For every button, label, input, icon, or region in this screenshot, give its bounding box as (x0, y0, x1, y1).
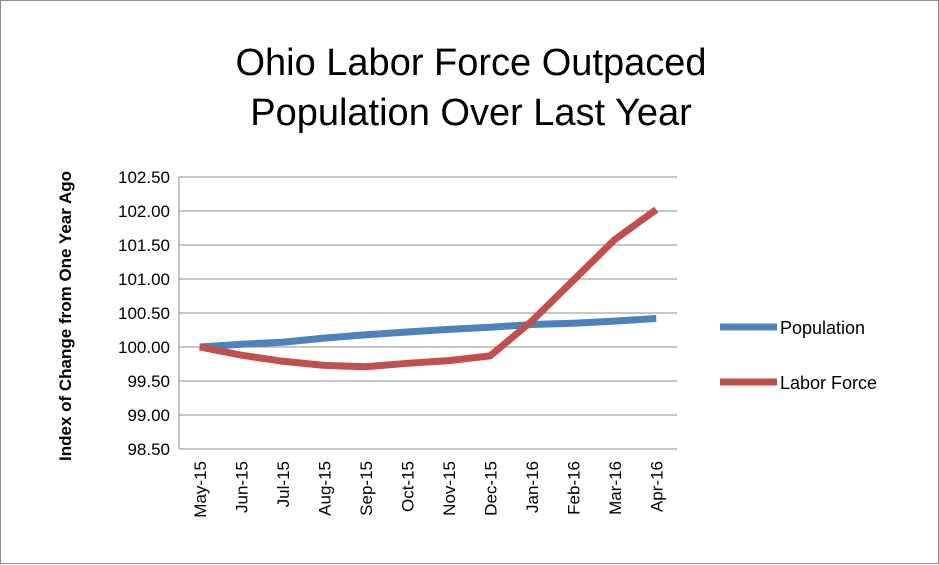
y-tick-label: 102.00 (118, 202, 170, 221)
y-tick-label: 102.50 (118, 168, 170, 187)
y-tick-label: 99.00 (127, 406, 170, 425)
x-tick-label: Jun-15 (232, 461, 251, 513)
gridlines (178, 176, 677, 450)
y-tick-label: 101.00 (118, 270, 170, 289)
y-tick-label: 101.50 (118, 236, 170, 255)
y-tick-label: 100.00 (118, 338, 170, 357)
legend: Population Labor Force (720, 318, 877, 393)
y-tick-label: 98.50 (127, 440, 170, 459)
x-tick-label: Jul-15 (274, 461, 293, 507)
series-line-labor-force (199, 206, 659, 371)
x-tick-label: Mar-16 (606, 461, 625, 515)
chart-title-line-2: Population Over Last Year (250, 92, 692, 134)
y-tick-labels: 102.50 102.00 101.50 101.00 100.50 100.00 99.5… (118, 168, 170, 459)
x-tick-label: May-15 (191, 461, 210, 518)
series-line-population (199, 314, 657, 351)
y-tick-label: 99.50 (127, 372, 170, 391)
x-tick-label: Nov-15 (440, 461, 459, 516)
x-tick-label: Aug-15 (315, 461, 334, 516)
series-lines (199, 206, 659, 371)
chart-title-line-1: Ohio Labor Force Outpaced (235, 42, 706, 84)
x-tick-labels: May-15 Jun-15 Jul-15 Aug-15 Sep-15 Oct-15 Nov-… (191, 461, 667, 518)
y-tick-label: 100.50 (118, 304, 170, 323)
x-tick-label: Dec-15 (481, 461, 500, 516)
y-axis-label: Index of Change from One Year Ago (56, 171, 75, 461)
legend-label: Labor Force (780, 373, 877, 393)
legend-label: Population (780, 318, 865, 338)
x-tick-label: Apr-16 (647, 461, 666, 512)
x-tick-label: Sep-15 (357, 461, 376, 516)
x-tick-label: Jan-16 (523, 461, 542, 513)
x-tick-label: Oct-15 (398, 461, 417, 512)
x-tick-label: Feb-16 (564, 461, 583, 515)
